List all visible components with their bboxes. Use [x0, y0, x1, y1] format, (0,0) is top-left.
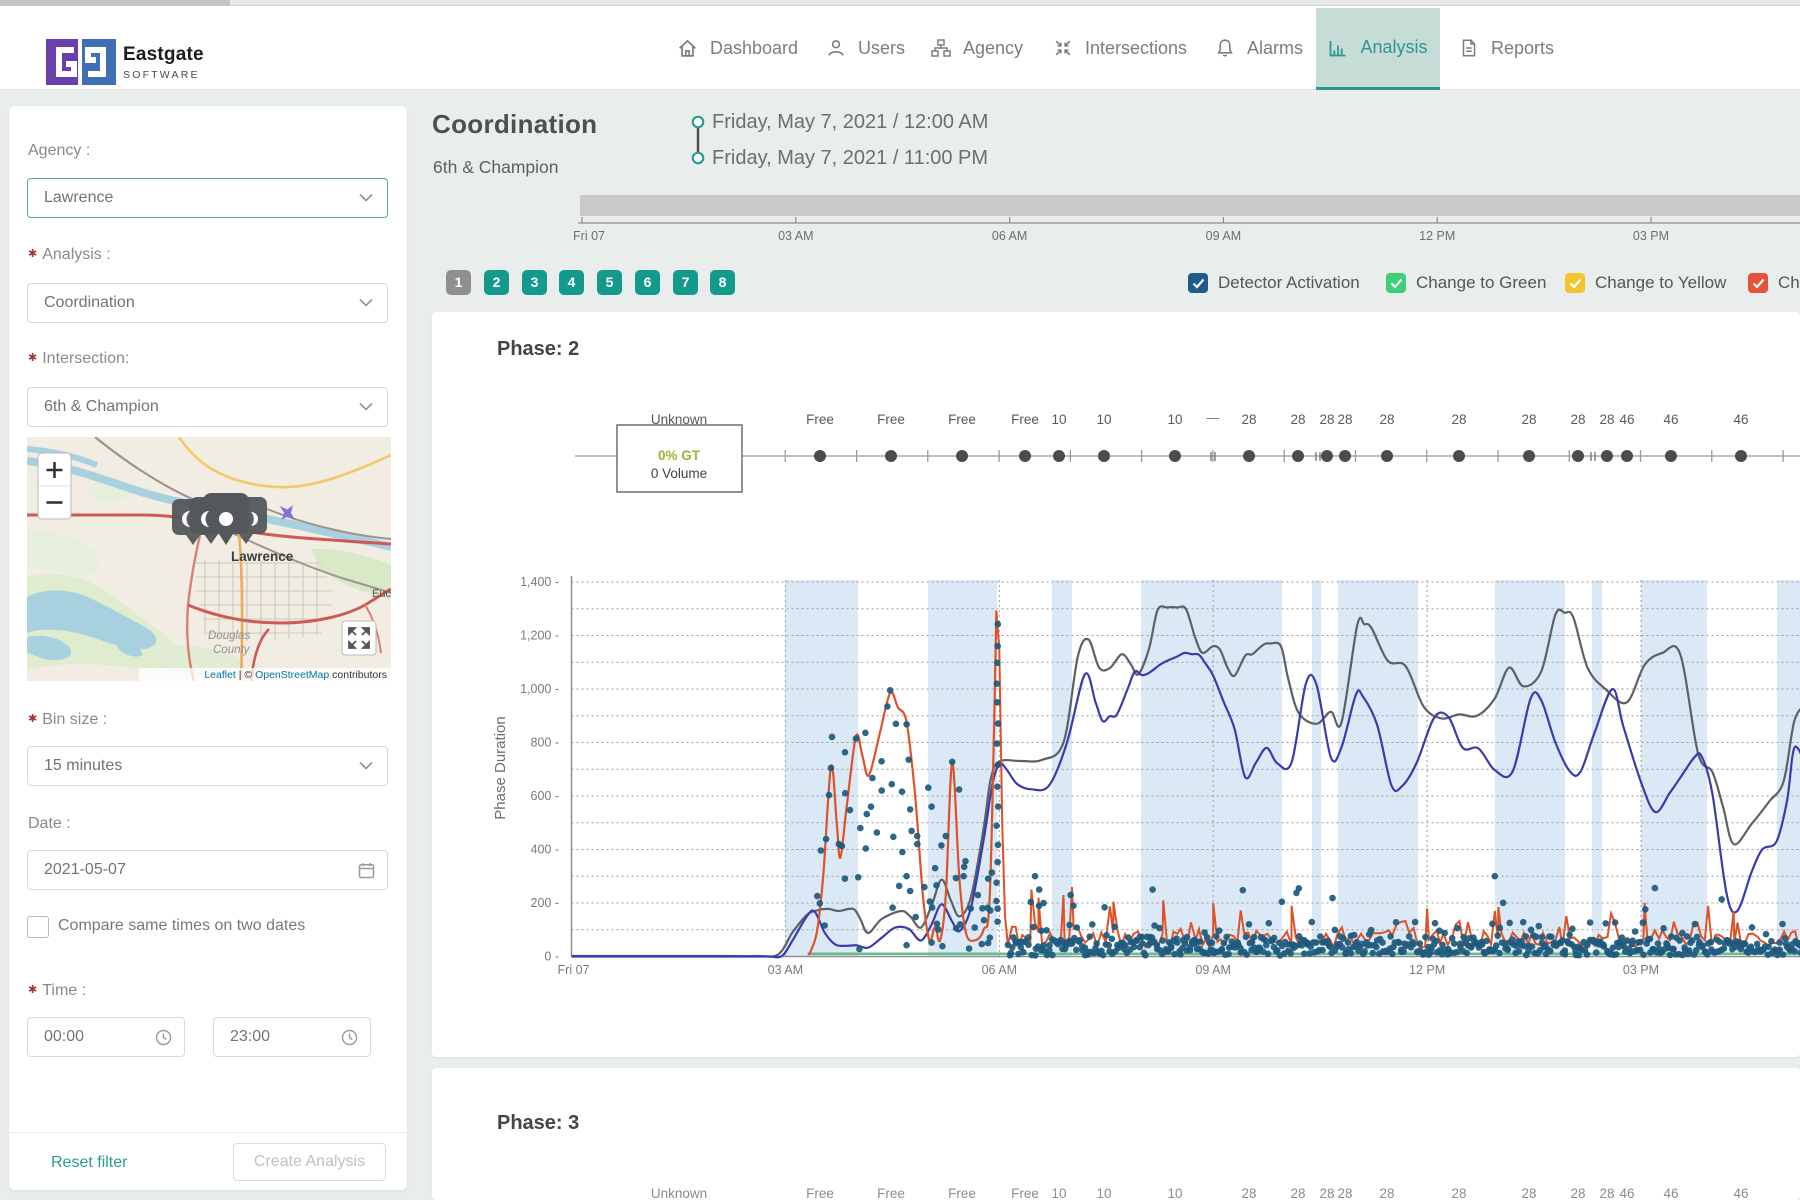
svg-text:28: 28 — [1379, 1186, 1394, 1200]
svg-text:10: 10 — [1167, 412, 1182, 427]
svg-text:10: 10 — [1096, 1186, 1111, 1200]
svg-text:1,200 -: 1,200 - — [520, 629, 559, 643]
svg-text:Free: Free — [948, 412, 976, 427]
svg-text:Fri 07: Fri 07 — [573, 229, 605, 243]
svg-text:46: 46 — [1733, 1186, 1748, 1200]
svg-text:28: 28 — [1451, 1186, 1466, 1200]
svg-text:03 AM: 03 AM — [768, 963, 803, 977]
svg-text:28: 28 — [1521, 412, 1536, 427]
svg-text:Fri 07: Fri 07 — [558, 963, 590, 977]
svg-text:46: 46 — [1663, 1186, 1678, 1200]
svg-text:28: 28 — [1599, 412, 1614, 427]
svg-text:12 PM: 12 PM — [1419, 229, 1455, 243]
svg-text:28: 28 — [1319, 1186, 1334, 1200]
svg-text:Lawrence: Lawrence — [231, 549, 294, 564]
svg-text:03 PM: 03 PM — [1623, 963, 1659, 977]
svg-text:28: 28 — [1451, 412, 1466, 427]
svg-text:Unknown: Unknown — [651, 1186, 707, 1200]
svg-text:0 -: 0 - — [544, 950, 559, 964]
svg-text:Free: Free — [948, 1186, 976, 1200]
svg-text:28: 28 — [1570, 1186, 1585, 1200]
svg-text:Leaflet | © OpenStreetMap cont: Leaflet | © OpenStreetMap contributors — [204, 669, 387, 681]
svg-text:Free: Free — [1011, 1186, 1039, 1200]
svg-text:Phase Duration: Phase Duration — [492, 716, 509, 819]
svg-text:46: 46 — [1619, 1186, 1634, 1200]
svg-text:1,000 -: 1,000 - — [520, 682, 559, 696]
svg-text:600 -: 600 - — [531, 789, 560, 803]
svg-text:06 AM: 06 AM — [982, 963, 1017, 977]
svg-text:46: 46 — [1619, 412, 1634, 427]
svg-text:03 AM: 03 AM — [778, 229, 813, 243]
svg-text:10: 10 — [1096, 412, 1111, 427]
svg-text:Free: Free — [806, 412, 834, 427]
svg-text:06 AM: 06 AM — [992, 229, 1027, 243]
svg-text:Unknown: Unknown — [651, 412, 707, 427]
svg-text:28: 28 — [1570, 412, 1585, 427]
svg-text:400 -: 400 - — [531, 843, 560, 857]
svg-text:Free: Free — [806, 1186, 834, 1200]
svg-text:Free: Free — [877, 412, 905, 427]
svg-text:28: 28 — [1599, 1186, 1614, 1200]
svg-text:Free: Free — [877, 1186, 905, 1200]
svg-text:10: 10 — [1167, 1186, 1182, 1200]
svg-text:09 AM: 09 AM — [1195, 963, 1230, 977]
svg-text:28: 28 — [1379, 412, 1394, 427]
svg-text:28: 28 — [1290, 1186, 1305, 1200]
svg-text:28: 28 — [1521, 1186, 1536, 1200]
svg-text:46: 46 — [1733, 412, 1748, 427]
svg-text:28: 28 — [1241, 1186, 1256, 1200]
svg-text:09 AM: 09 AM — [1206, 229, 1241, 243]
svg-text:Euc: Euc — [372, 588, 391, 600]
svg-text:12 PM: 12 PM — [1409, 963, 1445, 977]
svg-text:46: 46 — [1663, 412, 1678, 427]
svg-text:10: 10 — [1051, 1186, 1066, 1200]
svg-text:28: 28 — [1241, 412, 1256, 427]
svg-text:1,400 -: 1,400 - — [520, 575, 559, 589]
svg-text:10: 10 — [1051, 412, 1066, 427]
svg-text:Free: Free — [1011, 412, 1039, 427]
svg-text:800 -: 800 - — [531, 736, 560, 750]
svg-text:County: County — [213, 644, 251, 656]
svg-text:Douglas: Douglas — [208, 630, 250, 642]
svg-text:28: 28 — [1319, 412, 1334, 427]
svg-text:28: 28 — [1337, 412, 1352, 427]
svg-text:28: 28 — [1337, 1186, 1352, 1200]
svg-text:—: — — [1207, 410, 1220, 425]
svg-text:03 PM: 03 PM — [1633, 229, 1669, 243]
svg-text:200 -: 200 - — [531, 896, 560, 910]
svg-text:28: 28 — [1290, 412, 1305, 427]
svg-text:0% GT: 0% GT — [658, 448, 701, 463]
svg-text:0 Volume: 0 Volume — [651, 466, 707, 481]
